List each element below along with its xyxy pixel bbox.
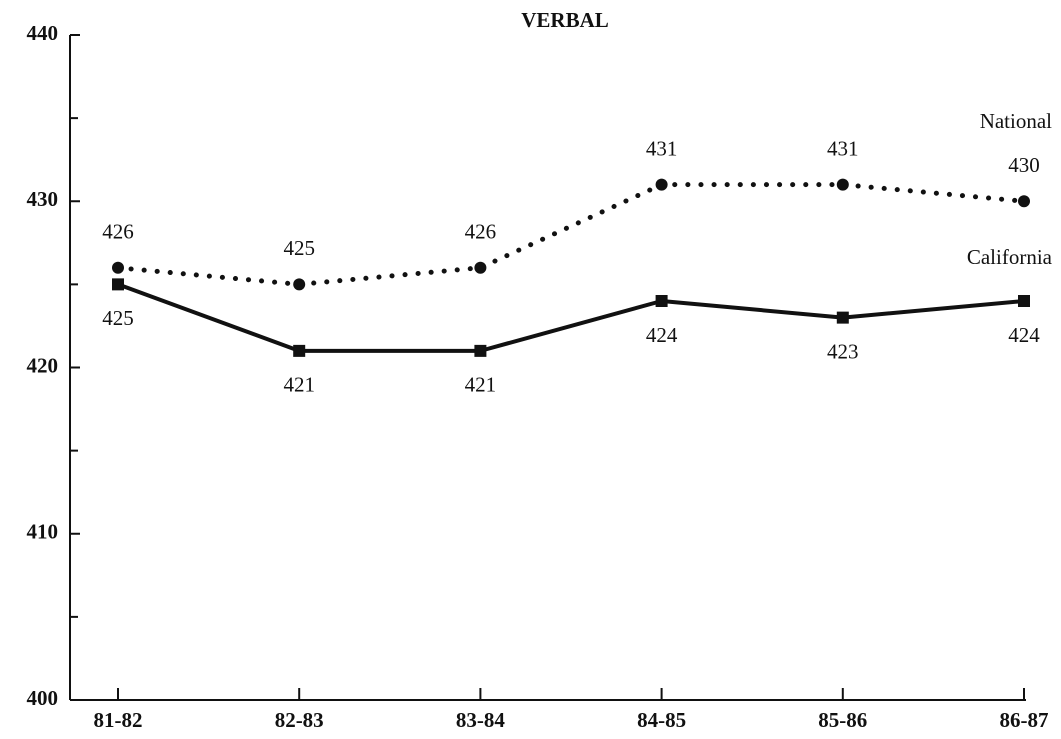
point [1018, 195, 1030, 208]
series-line [115, 182, 1027, 287]
data-label: 426 [102, 220, 134, 244]
series-label: California [967, 245, 1053, 269]
point [474, 344, 487, 357]
data-label: 425 [283, 236, 315, 260]
series-label: National [980, 109, 1052, 133]
data-label: 423 [827, 339, 859, 363]
data-label: 424 [646, 323, 678, 347]
data-label: 421 [465, 373, 497, 397]
data-label: 431 [646, 136, 678, 160]
x-tick-label: 84-85 [637, 708, 686, 732]
point [836, 311, 849, 324]
y-tick-label: 430 [27, 187, 59, 211]
point [112, 278, 124, 291]
x-tick-label: 83-84 [456, 708, 505, 732]
x-tick-label: 82-83 [275, 708, 324, 732]
point [655, 178, 668, 191]
y-tick-label: 410 [27, 520, 59, 544]
point [836, 178, 849, 191]
chart-title: VERBAL [521, 8, 609, 32]
point [293, 278, 306, 291]
data-label: 421 [283, 373, 315, 397]
point [1018, 295, 1030, 307]
data-label: 431 [827, 136, 859, 160]
point [474, 261, 487, 274]
y-tick-label: 400 [27, 686, 59, 710]
x-tick-label: 85-86 [818, 708, 867, 732]
point [655, 295, 668, 307]
y-tick-label: 420 [27, 353, 59, 377]
x-tick-label: 81-82 [94, 708, 143, 732]
point [112, 261, 124, 274]
x-tick-label: 86-87 [1000, 708, 1049, 732]
data-label: 426 [465, 220, 497, 244]
y-tick-label: 440 [27, 21, 59, 45]
data-label: 424 [1008, 323, 1040, 347]
series-line [117, 282, 1025, 353]
data-label: 430 [1008, 153, 1040, 177]
data-label: 425 [102, 306, 134, 330]
point [293, 344, 306, 357]
